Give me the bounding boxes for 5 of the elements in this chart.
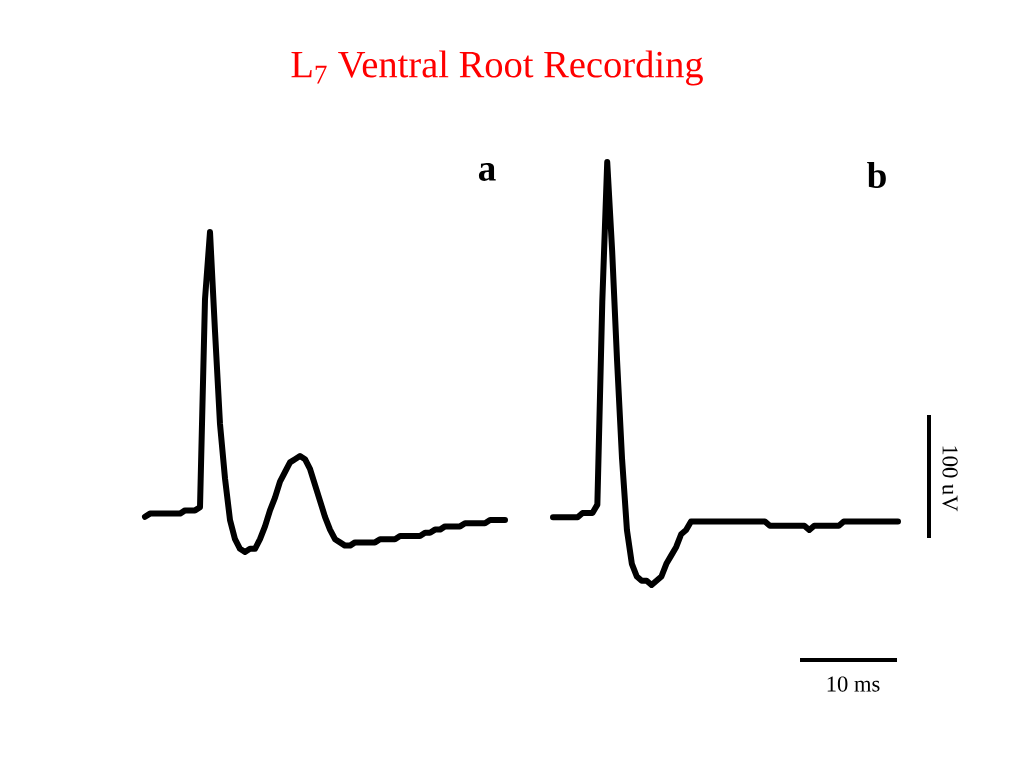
chart-title: L$_{7}$ Ventral Root Recording [291,50,703,86]
annotation: b [867,161,886,189]
text: a [478,163,496,181]
text: 100 uV [942,446,958,512]
text: 10 ms [827,676,880,692]
